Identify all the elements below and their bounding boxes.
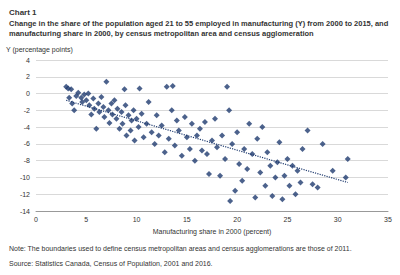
- svg-text:-12: -12: [20, 191, 30, 198]
- svg-text:-10: -10: [20, 174, 30, 181]
- svg-text:Change in the share of the pop: Change in the share of the population ag…: [9, 19, 390, 28]
- svg-text:-2: -2: [24, 107, 30, 114]
- svg-text:5: 5: [84, 216, 88, 223]
- svg-text:0: 0: [34, 216, 38, 223]
- svg-text:manufacturing share in 2000, b: manufacturing share in 2000, by census m…: [9, 29, 314, 38]
- svg-text:20: 20: [233, 216, 241, 223]
- svg-text:25: 25: [284, 216, 292, 223]
- svg-text:Manufacturing share in 2000 (p: Manufacturing share in 2000 (percent): [153, 228, 272, 236]
- svg-text:-14: -14: [20, 208, 30, 215]
- svg-text:-4: -4: [24, 124, 30, 131]
- svg-text:Chart 1: Chart 1: [9, 8, 37, 17]
- svg-text:Y (percentage points): Y (percentage points): [6, 46, 73, 54]
- svg-text:10: 10: [133, 216, 141, 223]
- svg-text:Source: Statistics Canada, Cen: Source: Statistics Canada, Census of Pop…: [9, 260, 213, 268]
- svg-text:4: 4: [26, 57, 30, 64]
- svg-text:0: 0: [26, 90, 30, 97]
- svg-text:15: 15: [183, 216, 191, 223]
- svg-text:Note: The boundaries used to d: Note: The boundaries used to define cens…: [9, 245, 352, 253]
- svg-text:35: 35: [384, 216, 392, 223]
- svg-text:2: 2: [26, 73, 30, 80]
- svg-text:-8: -8: [24, 157, 30, 164]
- svg-text:-6: -6: [24, 140, 30, 147]
- svg-text:30: 30: [334, 216, 342, 223]
